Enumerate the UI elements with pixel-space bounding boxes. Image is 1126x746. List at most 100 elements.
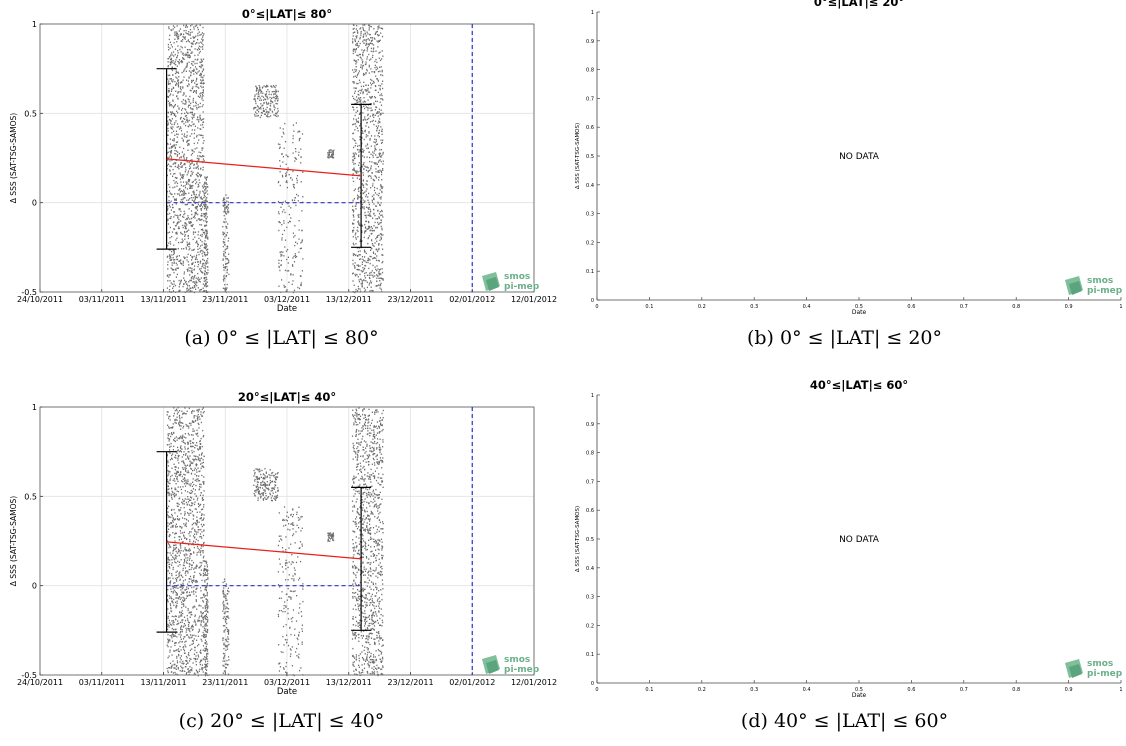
data-point: [292, 274, 294, 276]
x-tick-label: 12/01/2012: [511, 295, 557, 304]
data-point: [205, 204, 207, 206]
data-point: [196, 78, 198, 81]
data-point: [167, 255, 169, 257]
data-point: [169, 274, 171, 276]
data-point: [176, 264, 178, 266]
data-point: [365, 169, 368, 171]
data-point: [177, 133, 179, 136]
data-point: [263, 85, 265, 87]
data-point: [380, 93, 382, 95]
data-point: [188, 652, 190, 654]
data-point: [353, 155, 356, 157]
data-point: [187, 98, 189, 100]
data-point: [181, 670, 183, 672]
data-point: [381, 71, 383, 73]
data-point: [172, 74, 174, 76]
data-point: [170, 62, 172, 64]
data-point: [371, 96, 373, 98]
data-point: [199, 128, 201, 130]
data-point: [184, 212, 186, 215]
data-point: [294, 225, 296, 227]
data-point: [191, 263, 193, 266]
data-point: [191, 449, 193, 452]
data-point: [276, 94, 278, 97]
data-point: [359, 28, 361, 30]
data-point: [168, 103, 170, 105]
data-point: [189, 575, 192, 578]
data-point: [367, 228, 369, 230]
data-point: [195, 257, 197, 259]
data-point: [354, 92, 356, 94]
data-point: [195, 635, 197, 637]
data-point: [207, 272, 209, 274]
data-point: [167, 232, 169, 234]
data-point: [195, 469, 198, 471]
data-point: [187, 443, 189, 446]
data-point: [370, 37, 372, 39]
data-point: [173, 586, 175, 589]
data-point: [378, 132, 380, 135]
data-point: [358, 162, 360, 164]
data-point: [168, 242, 170, 244]
data-point: [366, 70, 368, 72]
data-point: [367, 38, 369, 40]
data-point: [202, 92, 204, 94]
data-point: [257, 106, 259, 108]
data-point: [173, 252, 175, 254]
data-point: [188, 192, 190, 194]
data-point: [203, 247, 205, 249]
data-point: [175, 606, 177, 608]
data-point: [202, 95, 204, 97]
data-point: [202, 649, 204, 651]
data-point: [182, 435, 184, 438]
data-point: [370, 215, 372, 217]
data-point: [186, 224, 188, 226]
data-point: [180, 589, 182, 591]
data-point: [190, 564, 193, 566]
data-point: [204, 267, 206, 270]
data-point: [175, 597, 177, 599]
data-point: [222, 245, 224, 248]
data-point: [378, 248, 380, 251]
data-point: [203, 82, 205, 84]
data-point: [294, 157, 296, 159]
data-point: [367, 170, 369, 172]
data-point: [172, 479, 174, 481]
data-point: [377, 126, 379, 129]
data-point: [189, 34, 191, 36]
data-point: [176, 555, 178, 557]
data-point: [205, 664, 207, 667]
data-point: [364, 214, 366, 217]
data-point: [200, 514, 203, 517]
data-point: [170, 596, 172, 598]
data-point: [355, 66, 357, 68]
data-point: [180, 199, 182, 201]
data-point: [188, 427, 190, 429]
data-point: [356, 229, 358, 231]
data-point: [175, 90, 177, 92]
data-point: [352, 280, 354, 282]
data-point: [227, 209, 229, 211]
data-point: [188, 104, 190, 107]
data-point: [173, 162, 175, 164]
data-point: [179, 544, 181, 546]
data-point: [200, 612, 202, 614]
data-point: [192, 184, 194, 187]
data-point: [169, 459, 172, 461]
data-point: [192, 642, 194, 644]
data-point: [380, 214, 382, 217]
data-point: [186, 559, 188, 561]
data-point: [186, 134, 188, 137]
data-point: [190, 111, 192, 114]
data-point: [366, 147, 368, 150]
data-point: [174, 554, 176, 557]
data-point: [226, 599, 228, 601]
data-point: [199, 251, 201, 253]
data-point: [361, 256, 364, 258]
data-point: [355, 63, 357, 65]
data-point: [256, 105, 259, 107]
data-point: [255, 111, 257, 113]
data-point: [369, 277, 371, 280]
data-point: [186, 26, 188, 28]
data-point: [190, 52, 192, 54]
